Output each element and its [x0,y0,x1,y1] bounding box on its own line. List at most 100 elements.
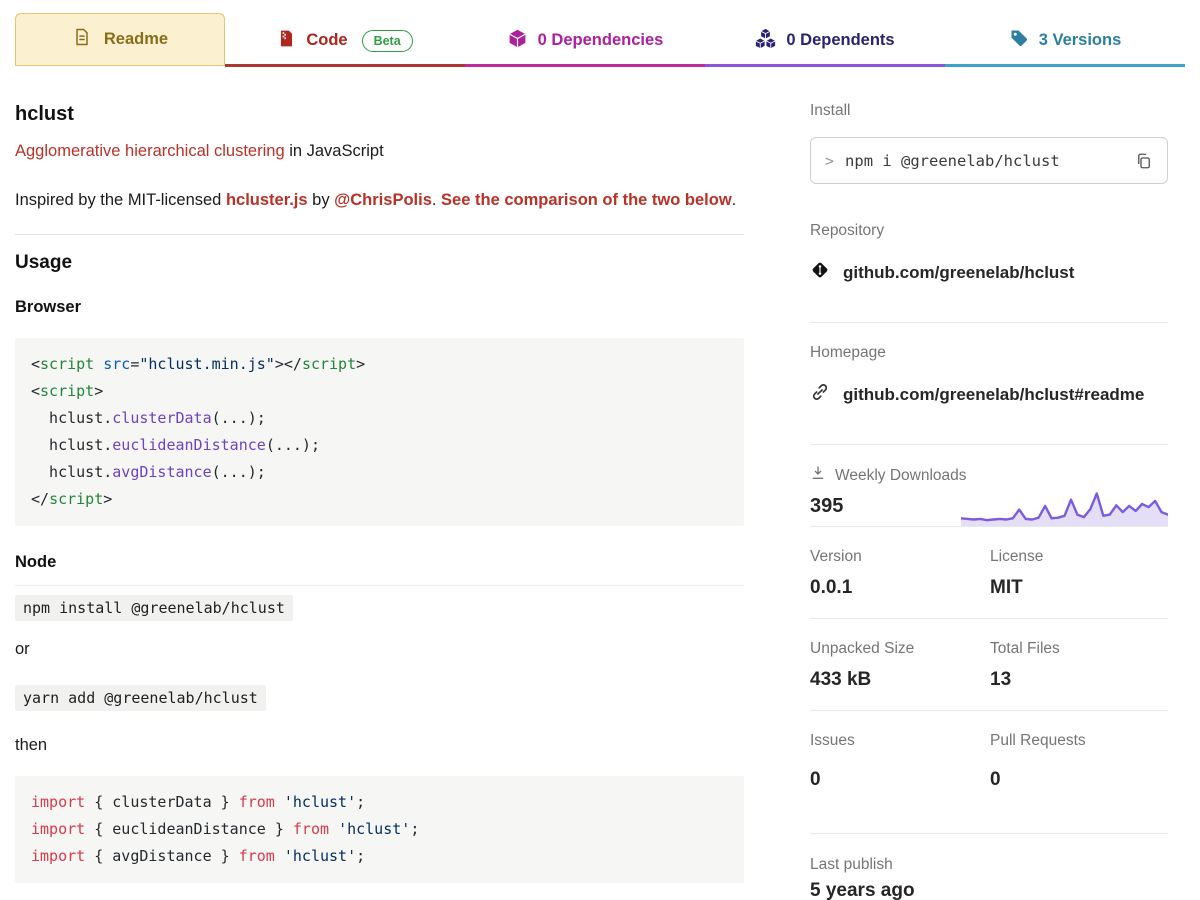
cube-icon [507,28,528,54]
homepage-url: github.com/greenelab/hclust#readme [843,384,1145,404]
then-text: then [15,736,48,754]
tab-versions[interactable]: 3 Versions [945,14,1185,67]
issues-value: 0 [810,769,821,790]
pull-requests-stat: Pull Requests 0 [990,732,1168,791]
install-command-box[interactable]: > npm i @greenelab/hclust [810,137,1168,184]
install-command: npm i @greenelab/hclust [845,151,1060,170]
downloads-section: Weekly Downloads 395 [810,465,1168,527]
version-stat: Version 0.0.1 [810,548,990,599]
or-text: or [15,640,30,658]
repository-label: Repository [810,222,885,239]
text-segment: by [307,191,335,209]
node-heading: Node [15,553,744,586]
tab-readme-label: Readme [103,30,169,48]
tab-underline-segment [705,64,945,67]
readme-link[interactable]: Agglomerative hierarchical clustering [15,142,285,160]
text-segment: Inspired by the MIT-licensed [15,191,226,209]
package-tabbar: Readme Code Beta 0 Dependencies 0 Depend… [0,0,1200,67]
tab-dependencies[interactable]: 0 Dependencies [465,14,705,67]
repository-url: github.com/greenelab/hclust [843,262,1075,282]
issues-prs-row: Issues 0 Pull Requests 0 [810,711,1168,834]
package-sidebar: Install > npm i @greenelab/hclust Reposi… [810,67,1168,900]
homepage-label: Homepage [810,344,886,361]
issues-label: Issues [810,732,855,749]
tab-underline-segment [225,64,465,67]
yarn-add-line: yarn add @greenelab/hclust [15,685,744,711]
tab-underline [225,64,1185,67]
tab-dependencies-label: 0 Dependencies [537,31,664,49]
total-files-stat: Total Files 13 [990,640,1168,691]
code-line: <script src="hclust.min.js"></script> [31,355,366,373]
package-title: hclust [15,103,74,125]
tab-code[interactable]: Code Beta [225,14,465,67]
tab-underline-segment [945,64,1185,67]
copy-icon[interactable] [1135,152,1153,170]
code-line: hclust.avgDistance(...); [31,463,266,481]
version-label: Version [810,548,862,565]
readme-intro: Inspired by the MIT-licensed hcluster.js… [15,185,744,216]
downloads-sparkline [961,492,1168,526]
readme-doc-icon [72,27,92,52]
tab-dependents-label: 0 Dependents [786,31,895,49]
homepage-section: Homepage github.com/greenelab/hclust#rea… [810,344,1168,445]
npm-install-code: npm install @greenelab/hclust [15,595,293,621]
divider [15,234,744,235]
package-subtitle: Agglomerative hierarchical clustering in… [15,139,744,163]
code-line: import { euclideanDistance } from 'hclus… [31,820,420,838]
issues-stat: Issues 0 [810,732,990,791]
text-segment: in JavaScript [284,142,384,160]
tab-code-label: Code [306,31,348,49]
tab-dependents[interactable]: 0 Dependents [705,14,945,67]
yarn-add-code: yarn add @greenelab/hclust [15,685,266,711]
homepage-link[interactable]: github.com/greenelab/hclust#readme [810,382,1168,407]
code-line: <script> [31,382,104,400]
code-line: import { clusterData } from 'hclust'; [31,793,366,811]
tab-underline-segment [465,64,705,67]
last-publish-value: 5 years ago [810,880,915,900]
code-line: hclust.clusterData(...); [31,409,266,427]
readme-pane: hclust Agglomerative hierarchical cluste… [15,67,744,900]
tab-versions-label: 3 Versions [1038,31,1122,49]
readme-link[interactable]: @ChrisPolis [334,191,432,209]
repository-section: Repository github.com/greenelab/hclust [810,222,1168,323]
tab-readme[interactable]: Readme [15,13,225,66]
readme-link[interactable]: See the comparison of the two below [441,191,732,209]
version-license-row: Version 0.0.1 License MIT [810,527,1168,619]
browser-code-block: <script src="hclust.min.js"></script> <sc… [15,338,744,526]
readme-link[interactable]: hcluster.js [225,191,308,209]
download-icon [810,465,826,486]
downloads-count: 395 [810,495,844,517]
code-line: import { avgDistance } from 'hclust'; [31,847,366,865]
prompt-chevron: > [825,151,835,170]
tag-icon [1009,28,1029,53]
license-value: MIT [990,577,1023,598]
total-files-label: Total Files [990,640,1060,657]
downloads-label: Weekly Downloads [835,466,967,484]
pull-requests-label: Pull Requests [990,732,1086,749]
git-icon [810,260,830,285]
code-file-icon [277,29,296,53]
page-content: hclust Agglomerative hierarchical cluste… [0,67,1200,900]
npm-install-line: npm install @greenelab/hclust [15,595,744,621]
license-stat: License MIT [990,548,1168,599]
link-icon [810,382,830,407]
license-label: License [990,548,1044,565]
beta-badge: Beta [361,29,413,52]
total-files-value: 13 [990,669,1012,690]
cubes-icon [755,28,776,54]
version-value: 0.0.1 [810,577,853,598]
last-publish-label: Last publish [810,856,893,873]
text-segment: . [731,191,737,209]
size-files-row: Unpacked Size 433 kB Total Files 13 [810,619,1168,711]
unpacked-size-label: Unpacked Size [810,640,915,657]
code-line: </script> [31,490,113,508]
browser-heading: Browser [15,298,82,316]
repository-link[interactable]: github.com/greenelab/hclust [810,260,1168,285]
usage-heading: Usage [15,252,73,273]
tabs-rest: Code Beta 0 Dependencies 0 Dependents 3 … [225,14,1185,67]
downloads-row: 395 [810,488,1168,527]
import-code-block: import { clusterData } from 'hclust'; imp… [15,776,744,883]
unpacked-size-value: 433 kB [810,669,872,690]
pull-requests-value: 0 [990,769,1001,790]
last-publish-section: Last publish 5 years ago [810,834,1168,900]
